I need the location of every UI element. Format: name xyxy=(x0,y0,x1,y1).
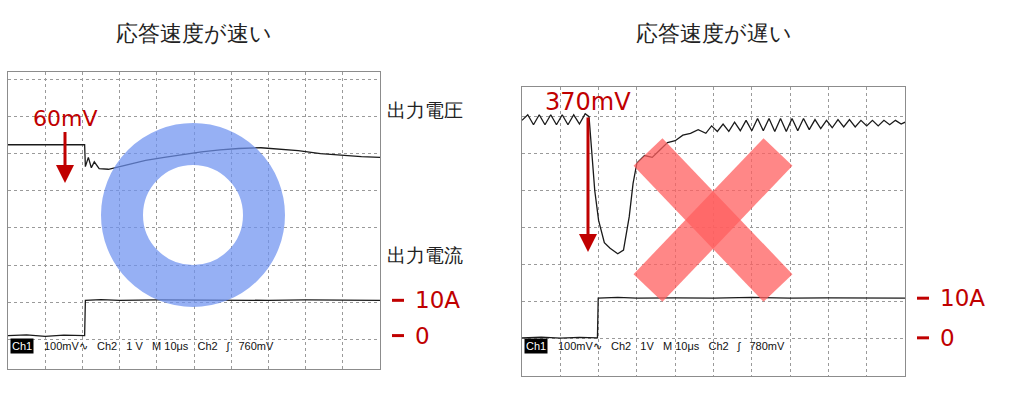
svg-text:370mV: 370mV xyxy=(545,88,631,116)
svg-text:出力電流: 出力電流 xyxy=(387,244,463,266)
svg-text:出力電圧: 出力電圧 xyxy=(387,99,463,121)
svg-text:60mV: 60mV xyxy=(33,106,97,131)
svg-text:100mV∿ Ch2 1 V M 10μs: 100mV∿ Ch2 1 V M 10μs Ch2 ʃ 760mV xyxy=(44,340,274,352)
svg-text:10A: 10A xyxy=(940,285,985,311)
svg-text:100mV∿ Ch2 1V M 10μs C: 100mV∿ Ch2 1V M 10μs Ch2 ʃ 780mV xyxy=(558,340,785,352)
svg-text:応答速度が速い: 応答速度が速い xyxy=(116,21,272,46)
svg-text:0: 0 xyxy=(415,323,430,349)
svg-text:0: 0 xyxy=(940,325,955,351)
svg-text:Ch1: Ch1 xyxy=(526,340,546,352)
svg-text:Ch1: Ch1 xyxy=(12,340,32,352)
svg-text:応答速度が遅い: 応答速度が遅い xyxy=(636,21,792,46)
svg-text:10A: 10A xyxy=(415,287,460,313)
